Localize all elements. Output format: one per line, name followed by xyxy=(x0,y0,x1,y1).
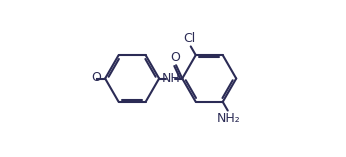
Text: NH: NH xyxy=(161,72,180,84)
Text: O: O xyxy=(91,71,101,84)
Text: NH₂: NH₂ xyxy=(217,112,240,125)
Text: Cl: Cl xyxy=(183,32,195,45)
Text: O: O xyxy=(170,51,180,64)
